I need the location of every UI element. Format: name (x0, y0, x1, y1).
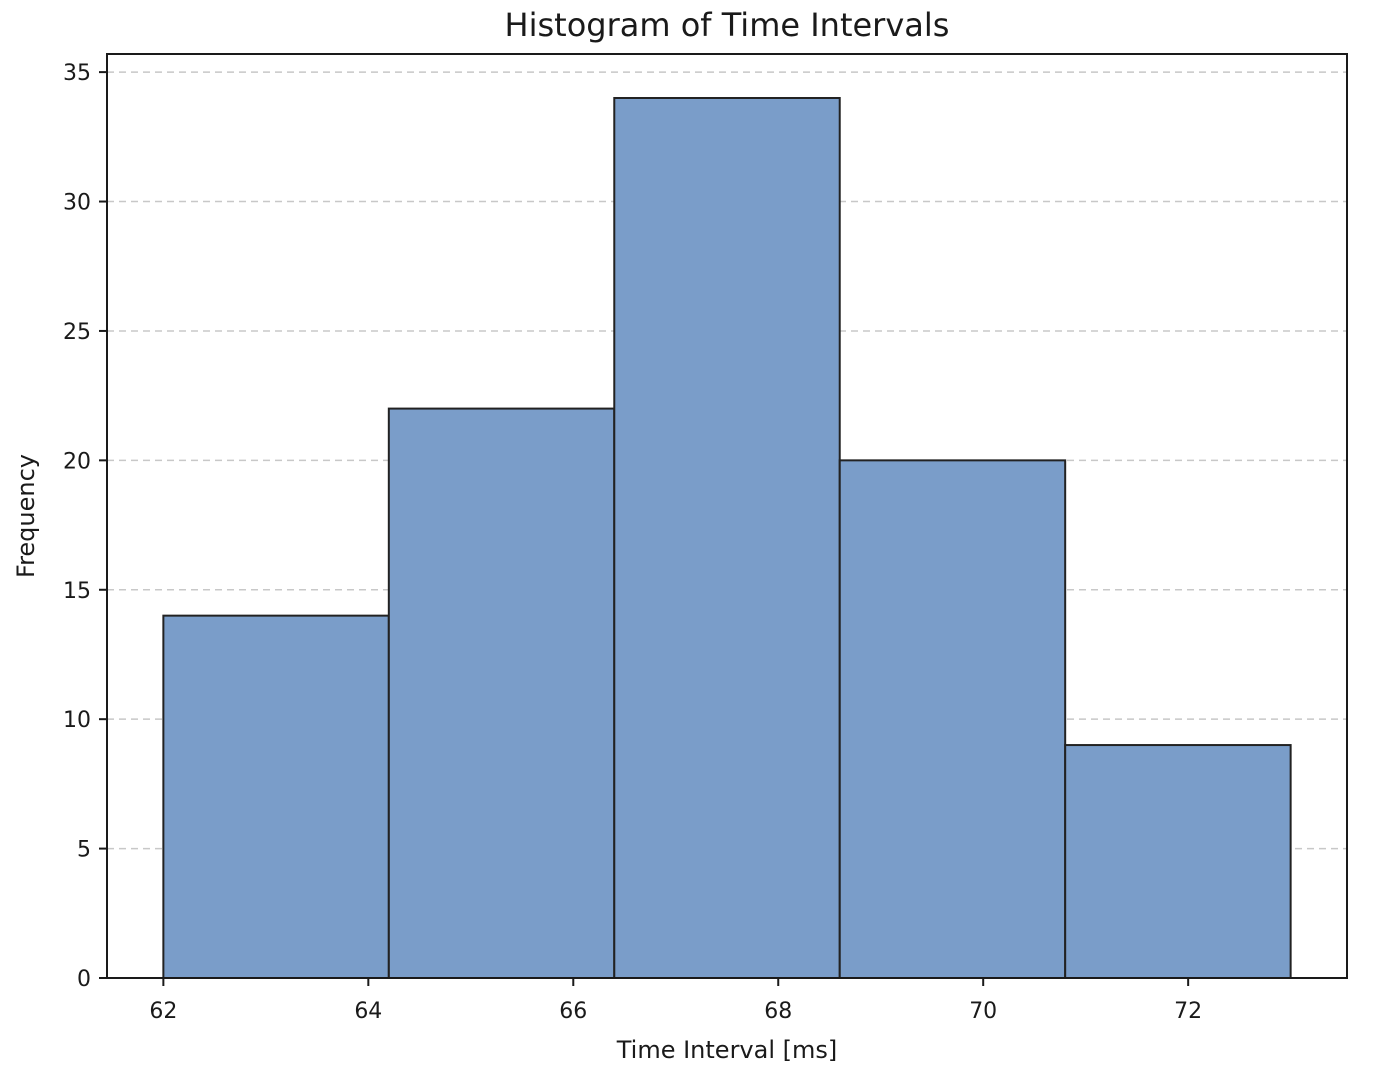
histogram-bar (838, 459, 1067, 979)
y-tick-label: 30 (63, 191, 91, 216)
x-tick-label: 64 (354, 999, 382, 1024)
y-tick-label: 25 (63, 320, 91, 345)
y-tick-label: 15 (63, 579, 91, 604)
x-tick-label: 62 (149, 999, 177, 1024)
histogram-bar (387, 407, 616, 979)
y-axis-ticks: 0 5 10 15 20 25 30 35 (63, 61, 107, 992)
chart-title: Histogram of Time Intervals (505, 6, 950, 44)
histogram-bar (613, 97, 841, 979)
x-tick-label: 66 (559, 999, 587, 1024)
x-axis-label: Time Interval [ms] (616, 1036, 838, 1064)
y-tick-label: 35 (63, 61, 91, 86)
histogram-bar (1064, 744, 1292, 980)
x-tick-label: 68 (764, 999, 792, 1024)
histogram-bar (162, 614, 390, 979)
y-tick-label: 10 (63, 708, 91, 733)
y-tick-label: 0 (77, 967, 91, 992)
y-tick-label: 5 (77, 838, 91, 863)
bars-layer (162, 97, 1292, 980)
x-tick-label: 70 (969, 999, 997, 1024)
x-tick-label: 72 (1174, 999, 1202, 1024)
x-axis-ticks: 62 64 66 68 70 72 (149, 978, 1202, 1024)
y-tick-label: 20 (63, 449, 91, 474)
plot-frame (106, 53, 1348, 979)
y-axis-label: Frequency (12, 454, 40, 578)
